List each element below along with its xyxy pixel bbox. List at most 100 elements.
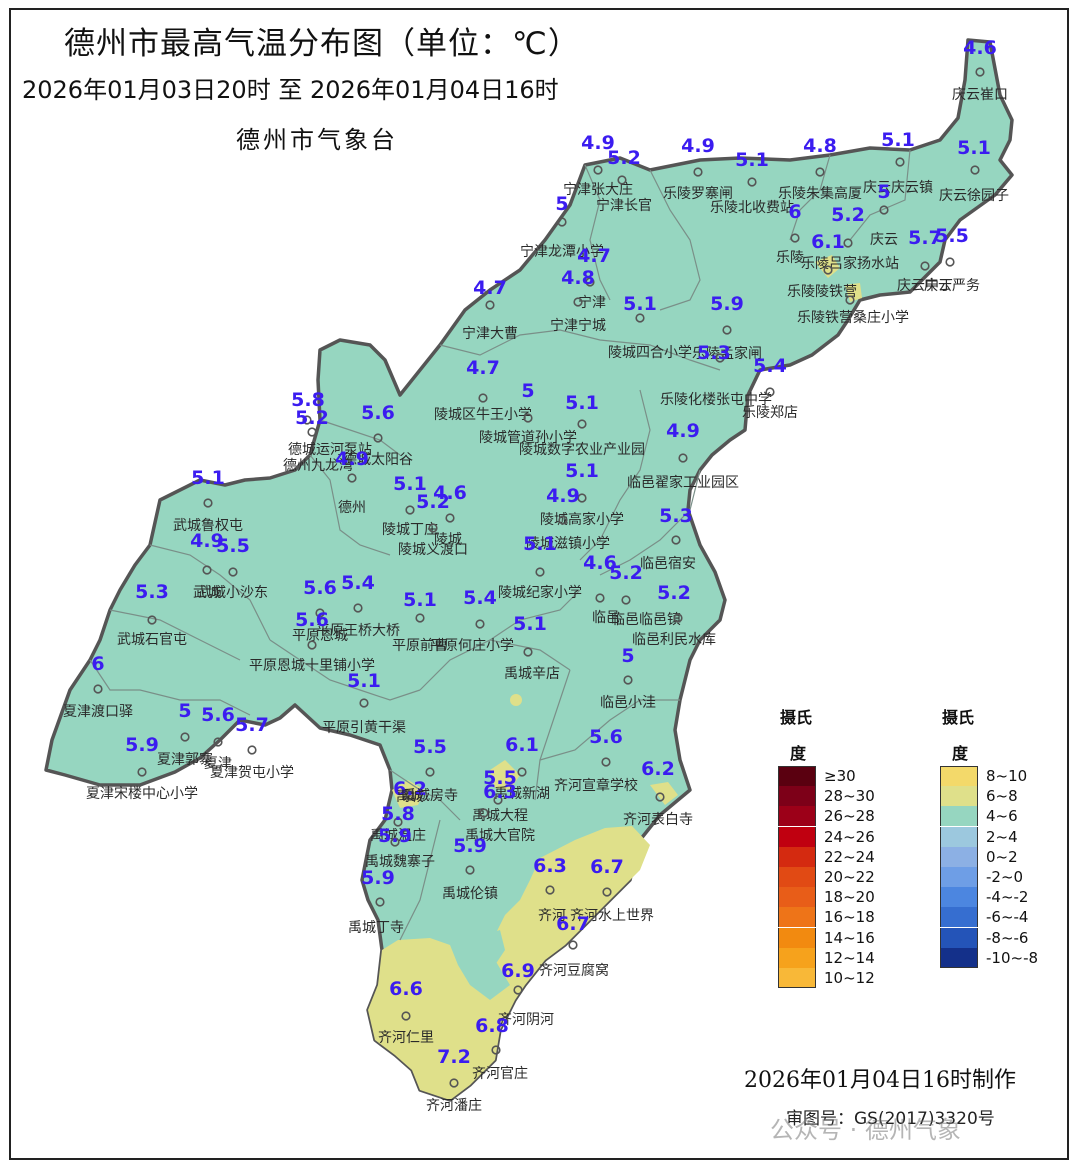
station-value: 6.3	[483, 781, 517, 803]
legend-swatch	[778, 947, 816, 968]
station-dot	[393, 817, 403, 827]
station: 5 庆云	[870, 181, 898, 248]
legend-swatch	[940, 867, 978, 887]
station: 5.6 齐河宣章学校	[554, 726, 638, 794]
station-dot	[213, 737, 223, 747]
station-value: 4.9	[190, 530, 224, 552]
station-name: 乐陵郑店	[742, 405, 798, 421]
station-value: 5.1	[565, 392, 599, 414]
station-dot	[228, 567, 238, 577]
station-value: 6.1	[811, 231, 845, 253]
station-name: 宁津长官	[596, 197, 652, 214]
station: 5.4 乐陵郑店	[742, 355, 798, 421]
legend-swatch	[940, 806, 978, 827]
station-dot	[623, 675, 633, 685]
station-dot	[879, 205, 889, 215]
station: 6.3 齐河	[533, 855, 567, 924]
station: 5.3 乐陵化楼张屯中学	[660, 342, 772, 408]
station-name: 临邑临邑镇	[611, 612, 681, 628]
station: 6.8 齐河官庄	[472, 1015, 528, 1082]
legend-item: 10~12	[778, 968, 875, 988]
station-value: 5.3	[135, 581, 169, 603]
station-value: 5.2	[609, 562, 643, 584]
station-dot	[493, 795, 503, 805]
station-value: 5.6	[295, 609, 329, 631]
station-dot	[678, 453, 688, 463]
station-value: 5.1	[393, 473, 427, 495]
station-value: 4.7	[473, 277, 507, 299]
station: 5.5 武城小沙东	[198, 535, 268, 601]
legend-label: 2~4	[986, 827, 1018, 846]
station: 6.2 齐河表白寺	[623, 758, 693, 828]
station-value: 5.1	[735, 149, 769, 171]
station-name: 齐河官庄	[472, 1065, 528, 1082]
station: 4.7 宁津大曹	[462, 277, 518, 342]
legend-item: -4~-2	[940, 887, 1028, 908]
station-name: 禹城魏寨子	[365, 853, 435, 870]
station-dot	[595, 593, 605, 603]
station-value: 5.7	[908, 227, 942, 249]
legend-label: 0~2	[986, 847, 1018, 866]
legend-item: ≥30	[778, 766, 856, 786]
station: 5.1 平原引黄干渠	[322, 670, 406, 736]
station-name: 德城太阳谷	[343, 452, 413, 468]
station-name: 宁津龙潭小学	[520, 243, 604, 260]
station-dot	[359, 698, 369, 708]
legend-label: 22~24	[824, 847, 875, 866]
zone-6-8-yucheng-center	[490, 760, 520, 790]
station-dot	[405, 505, 415, 515]
station: 5 陵城管道孙小学	[479, 380, 577, 446]
station-dot	[535, 567, 545, 577]
station-dot	[577, 419, 587, 429]
station: 5.6 德城太阳谷	[343, 402, 413, 468]
legend-swatch	[940, 826, 978, 847]
station-dot	[671, 535, 681, 545]
station-name: 夏津贺屯小学	[210, 765, 294, 781]
station: 6.1 禹城新湖	[494, 734, 550, 802]
station-dot	[465, 865, 475, 875]
station-dot	[307, 427, 317, 437]
station-dot	[617, 175, 627, 185]
station-value: 5.5	[483, 767, 517, 789]
legend-label: 16~18	[824, 908, 875, 927]
legend-item: -2~0	[940, 867, 1023, 887]
station: 6 夏津渡口驿	[63, 653, 133, 720]
legend-item: -6~-4	[940, 907, 1028, 928]
station-dot	[845, 295, 855, 305]
legend-item: 0~2	[940, 846, 1018, 867]
station-name: 平原前曹	[392, 637, 448, 654]
station: 5.5 禹城房寺	[402, 736, 458, 804]
station-name: 齐河表白寺	[623, 812, 693, 828]
station-dot	[655, 792, 665, 802]
station: 4.9 武城	[190, 530, 224, 601]
station-name: 齐河阴河	[498, 1012, 554, 1028]
station-dot	[823, 265, 833, 275]
legend-item: 18~20	[778, 887, 875, 908]
station: 5.4 平原何庄小学	[430, 587, 514, 654]
legend-item: 4~6	[940, 806, 1018, 827]
station-value: 4.9	[335, 448, 369, 470]
legend-swatch	[778, 806, 816, 827]
station-name: 平原恩城	[292, 628, 348, 644]
station-dot	[475, 619, 485, 629]
legend-swatch	[940, 907, 978, 928]
station-dot	[577, 493, 587, 503]
station-dot	[478, 393, 488, 403]
station-name: 陵城区牛王小学	[434, 407, 532, 423]
station-value: 5.2	[416, 491, 450, 513]
station-name: 平原何庄小学	[430, 637, 514, 654]
legend-swatch	[778, 786, 816, 807]
legend-label: 24~26	[824, 827, 875, 846]
station-value: 6.6	[389, 978, 423, 1000]
station-value: 5.9	[361, 867, 395, 889]
zone-6-8-lake	[470, 930, 505, 965]
station-value: 4.8	[803, 135, 837, 157]
station-name: 武城	[193, 585, 221, 601]
station-dot	[722, 325, 732, 335]
station: 5.1 乐陵北收费站	[710, 149, 794, 216]
legend-title-line2: 度	[952, 744, 969, 763]
station-name: 庆云徐园子	[939, 188, 1009, 204]
station-value: 5.3	[659, 505, 693, 527]
